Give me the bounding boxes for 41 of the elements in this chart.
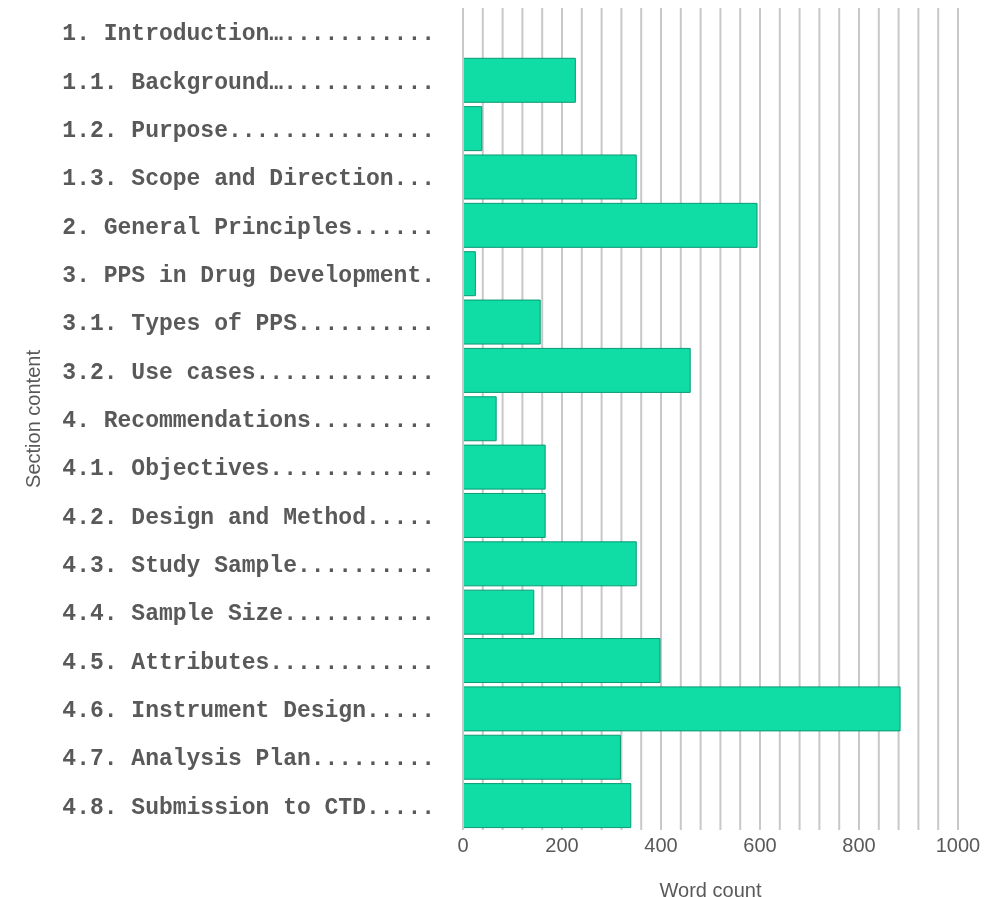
y-tick-label: 4.2. Design and Method.....: [62, 504, 435, 531]
y-tick-label: 3.2. Use cases.............: [62, 359, 435, 386]
y-tick-label: 4.6. Instrument Design.....: [62, 698, 435, 725]
y-axis-title: Section content: [22, 349, 45, 488]
y-tick-label: 4.8. Submission to CTD.....: [62, 794, 435, 821]
x-tick-label: 0: [457, 834, 469, 857]
y-tick-label: 3. PPS in Drug Development.: [62, 262, 435, 289]
bar: [463, 541, 637, 587]
bar: [463, 734, 621, 780]
bar: [463, 396, 497, 442]
y-tick-label: 1.1. Background…...........: [62, 69, 435, 96]
x-tick-label: 600: [743, 834, 777, 857]
y-tick-label: 4.1. Objectives............: [62, 456, 435, 483]
bar: [463, 444, 546, 490]
y-tick-label: 1. Introduction…...........: [62, 21, 435, 48]
bar: [463, 589, 535, 635]
x-tick-label: 400: [644, 834, 678, 857]
bar: [463, 106, 483, 152]
bar: [463, 202, 758, 248]
x-tick-label: 800: [842, 834, 876, 857]
bar: [463, 638, 661, 684]
x-tick-label: 200: [545, 834, 579, 857]
bar: [463, 57, 576, 103]
y-tick-label: 4. Recommendations.........: [62, 408, 435, 434]
bar: [463, 251, 476, 297]
bar: [463, 154, 637, 200]
y-tick-label: 4.3. Study Sample..........: [62, 553, 435, 580]
y-tick-label: 1.3. Scope and Direction...: [62, 166, 435, 193]
y-tick-label: 1.2. Purpose...............: [62, 117, 435, 144]
bar: [463, 686, 901, 732]
bar: [463, 347, 691, 393]
y-tick-label: 2. General Principles......: [62, 214, 435, 241]
bar: [463, 299, 541, 345]
y-tick-label: 4.7. Analysis Plan.........: [62, 746, 435, 773]
x-axis-title: Word count: [659, 879, 762, 897]
y-tick-label: 3.1. Types of PPS..........: [62, 311, 435, 338]
y-tick-label: 4.4. Sample Size...........: [62, 601, 435, 628]
bar: [463, 783, 632, 829]
bar: [463, 492, 546, 538]
y-tick-label: 4.5. Attributes............: [62, 649, 435, 676]
x-tick-label: 1000: [935, 834, 981, 857]
